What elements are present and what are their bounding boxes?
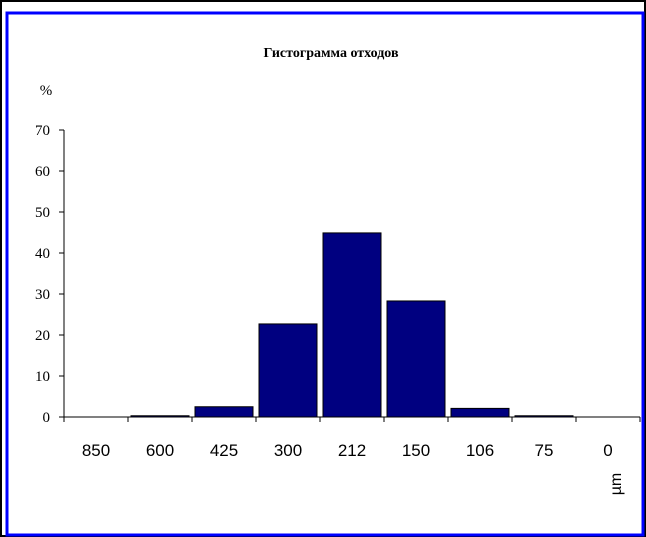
x-tick-label: 212 xyxy=(338,441,366,460)
x-tick-label: 106 xyxy=(466,441,494,460)
x-tick-label: 600 xyxy=(146,441,174,460)
y-tick-label: 40 xyxy=(35,246,50,262)
y-tick-label: 70 xyxy=(35,123,50,139)
bar-425 xyxy=(194,406,254,418)
y-tick-label: 10 xyxy=(35,369,50,385)
bar-300 xyxy=(258,323,318,418)
y-axis: 0 10 20 30 40 50 60 70 xyxy=(35,123,65,426)
x-tick-label: 850 xyxy=(82,441,110,460)
x-tick-label: 300 xyxy=(274,441,302,460)
y-tick-label: 30 xyxy=(35,287,50,303)
x-tick-label: 75 xyxy=(535,441,554,460)
bar-212 xyxy=(322,232,382,418)
y-tick-label: 0 xyxy=(43,410,51,426)
y-tick-label: 50 xyxy=(35,205,50,221)
x-tick-label: 425 xyxy=(210,441,238,460)
chart-title: Гистограмма отходов xyxy=(263,46,398,61)
bar-106 xyxy=(450,407,510,418)
x-tick-label: 150 xyxy=(402,441,430,460)
y-tick-label: 60 xyxy=(35,164,50,180)
bar-series xyxy=(130,232,574,418)
bar-75 xyxy=(514,415,574,418)
y-axis-label: % xyxy=(40,83,53,99)
bar-600 xyxy=(130,415,190,418)
x-tick-label: 0 xyxy=(603,441,612,460)
bar-150 xyxy=(386,300,446,418)
x-axis-label: µm xyxy=(608,473,625,496)
y-tick-label: 20 xyxy=(35,328,50,344)
